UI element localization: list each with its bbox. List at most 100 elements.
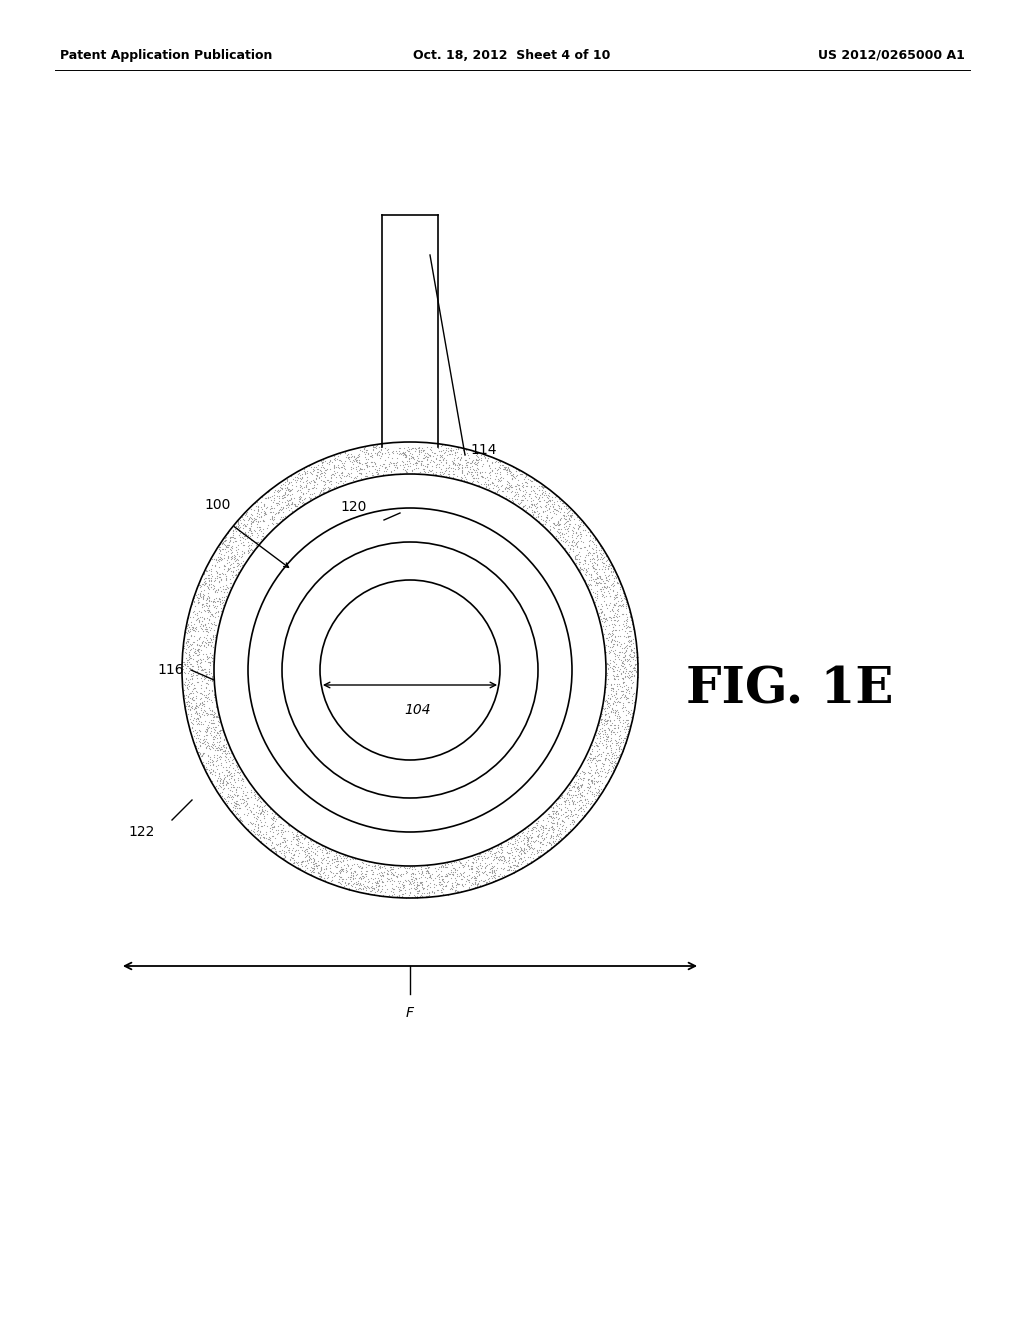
Point (622, 602, 638, 623)
Point (177, 688, 194, 709)
Point (453, 512, 469, 533)
Point (362, 536, 379, 557)
Point (342, 681, 358, 702)
Point (483, 853, 500, 874)
Point (360, 606, 377, 627)
Point (561, 780, 578, 801)
Point (288, 587, 304, 609)
Point (607, 700, 624, 721)
Point (237, 516, 253, 537)
Point (447, 723, 464, 744)
Point (279, 614, 295, 635)
Point (379, 785, 395, 807)
Point (523, 561, 540, 582)
Point (344, 445, 360, 466)
Point (524, 494, 541, 515)
Point (523, 828, 540, 849)
Point (349, 455, 366, 477)
Point (381, 795, 397, 816)
Point (197, 729, 213, 750)
Point (379, 574, 395, 595)
Point (316, 838, 333, 859)
Point (394, 306, 411, 327)
Point (430, 657, 446, 678)
Point (309, 486, 326, 507)
Point (492, 762, 508, 783)
Point (409, 587, 425, 609)
Point (384, 705, 400, 726)
Text: 122: 122 (129, 825, 155, 840)
Point (386, 300, 402, 321)
Point (432, 524, 449, 545)
Point (400, 350, 417, 371)
Point (281, 840, 297, 861)
Point (501, 743, 517, 764)
Point (201, 587, 217, 609)
Point (227, 751, 244, 772)
Point (207, 581, 223, 602)
Point (372, 718, 388, 739)
Point (536, 594, 552, 615)
Point (302, 770, 318, 791)
Point (426, 652, 442, 673)
Point (548, 804, 564, 825)
Point (194, 684, 210, 705)
Point (181, 657, 198, 678)
Point (328, 636, 344, 657)
Point (281, 478, 297, 499)
Point (215, 772, 231, 793)
Point (271, 623, 288, 644)
Point (386, 697, 402, 718)
Point (610, 735, 627, 756)
Point (388, 585, 404, 606)
Point (575, 568, 592, 589)
Point (410, 883, 426, 904)
Point (438, 527, 455, 548)
Point (321, 661, 337, 682)
Point (484, 631, 501, 652)
Point (582, 550, 598, 572)
Point (246, 660, 262, 681)
Point (599, 697, 615, 718)
Point (371, 665, 387, 686)
Point (275, 706, 292, 727)
Point (488, 847, 505, 869)
Point (466, 663, 482, 684)
Point (367, 442, 383, 463)
Point (410, 880, 426, 902)
Point (553, 605, 569, 626)
Point (552, 498, 568, 519)
Point (293, 581, 309, 602)
Point (313, 858, 330, 879)
Point (571, 552, 588, 573)
Point (423, 440, 439, 461)
Point (286, 730, 302, 751)
Point (332, 651, 348, 672)
Point (435, 462, 452, 483)
Point (243, 812, 259, 833)
Point (480, 549, 497, 570)
Point (190, 727, 207, 748)
Point (205, 624, 221, 645)
Point (274, 701, 291, 722)
Point (376, 628, 392, 649)
Point (586, 772, 602, 793)
Point (194, 694, 210, 715)
Point (198, 737, 214, 758)
Point (601, 734, 617, 755)
Point (207, 556, 223, 577)
Point (527, 594, 544, 615)
Point (193, 711, 209, 733)
Point (406, 374, 422, 395)
Point (609, 668, 626, 689)
Point (590, 763, 606, 784)
Point (348, 624, 365, 645)
Point (375, 436, 391, 457)
Point (599, 762, 615, 783)
Point (279, 484, 295, 506)
Point (435, 814, 452, 836)
Point (273, 847, 290, 869)
Point (535, 482, 551, 503)
Point (243, 513, 259, 535)
Point (377, 576, 393, 597)
